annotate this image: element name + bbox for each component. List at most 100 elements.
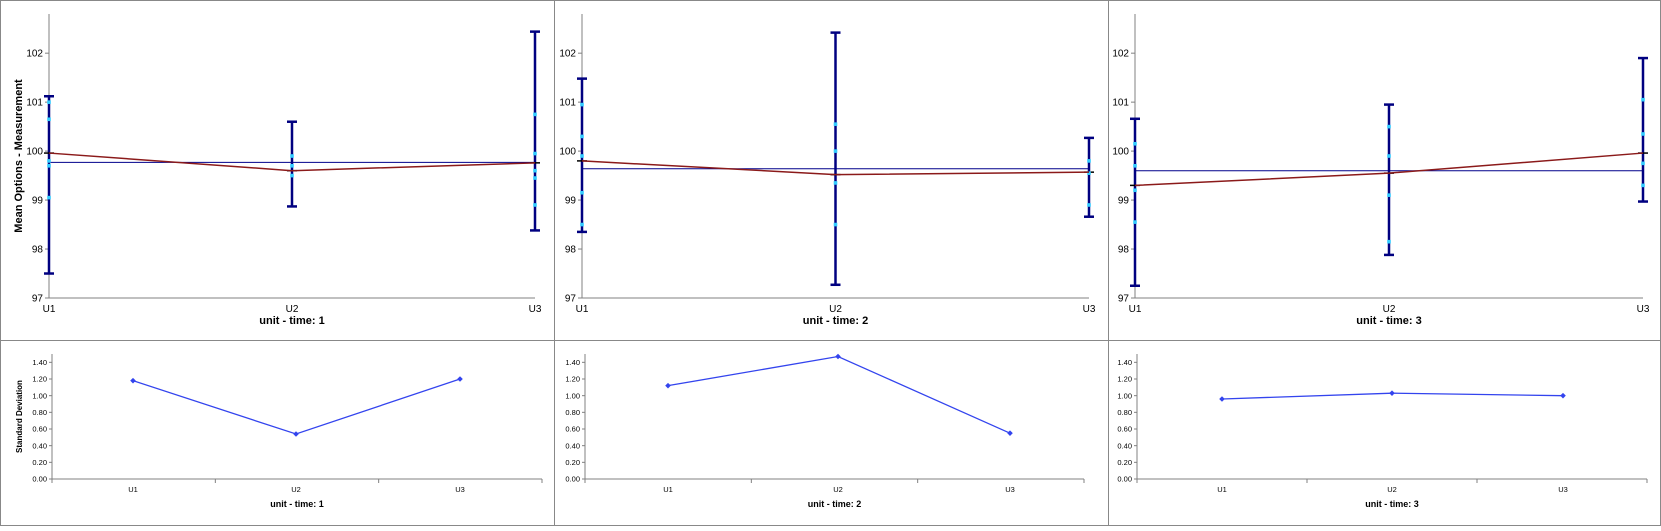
observation-point (1641, 132, 1645, 136)
observation-point (1133, 188, 1137, 193)
x-tick-label: U3 (1083, 304, 1096, 315)
y-tick-label: 98 (1118, 245, 1130, 256)
y-tick-label: 0.80 (565, 408, 580, 417)
observation-point (1641, 97, 1645, 102)
y-tick-label: 0.60 (1117, 425, 1132, 434)
chart-title: unit - time: 2 (808, 499, 862, 509)
y-axis-label: Mean Options - Measurement (13, 79, 25, 233)
observation-point (47, 163, 51, 168)
observation-point (1133, 163, 1137, 168)
observation-point (833, 181, 838, 185)
y-tick-label: 0.40 (565, 441, 580, 450)
stdev-point (1389, 390, 1395, 396)
y-tick-label: 1.20 (565, 375, 580, 384)
y-tick-label: 1.00 (32, 391, 47, 400)
mean-line (48, 152, 536, 172)
y-tick-label: 99 (1118, 196, 1130, 207)
y-tick-label: 98 (32, 245, 44, 256)
observation-point (533, 203, 537, 207)
stdev-point (130, 377, 136, 384)
y-tick-label: 1.40 (1117, 358, 1132, 367)
chart-title: unit - time: 2 (803, 315, 868, 327)
observation-point (290, 173, 294, 178)
observation-point (1087, 203, 1091, 207)
y-tick-label: 0.80 (32, 408, 47, 417)
x-tick-label: U3 (455, 485, 465, 494)
x-tick-label: U3 (1558, 485, 1568, 494)
y-tick-label: 0.20 (32, 458, 47, 467)
x-tick-label: U2 (829, 304, 842, 315)
stdev-point (457, 376, 463, 382)
y-tick-label: 0.20 (1117, 458, 1132, 467)
y-tick-label: 1.00 (1117, 391, 1132, 400)
y-tick-label: 101 (26, 98, 43, 109)
stdev-point (665, 382, 671, 389)
x-tick-label: U2 (286, 304, 299, 315)
x-tick-label: U3 (1637, 304, 1650, 315)
y-tick-label: 102 (559, 49, 576, 60)
y-tick-label: 1.20 (1117, 375, 1132, 384)
observation-point (1387, 154, 1391, 158)
x-tick-label: U1 (1129, 304, 1142, 315)
chart-title: unit - time: 1 (259, 315, 324, 327)
observation-point (47, 195, 51, 200)
x-tick-label: U2 (291, 485, 301, 494)
observation-point (580, 154, 584, 158)
chart-title: unit - time: 3 (1365, 499, 1419, 509)
observation-point (833, 222, 838, 227)
stdev-point (1219, 396, 1225, 402)
stdev-point (1560, 392, 1566, 399)
observation-point (47, 100, 51, 104)
x-tick-label: U3 (1005, 485, 1015, 494)
x-tick-label: U2 (833, 485, 843, 494)
y-tick-label: 101 (559, 98, 576, 109)
observation-point (1387, 239, 1391, 244)
y-tick-label: 98 (565, 245, 577, 256)
observation-point (47, 159, 51, 163)
y-tick-label: 97 (1118, 294, 1130, 305)
observation-point (580, 134, 584, 139)
y-tick-label: 1.20 (32, 375, 47, 384)
y-tick-label: 101 (1112, 98, 1129, 109)
y-tick-label: 0.20 (565, 458, 580, 467)
stdev-point (835, 353, 841, 360)
observation-point (833, 149, 838, 153)
y-axis-label: Standard Deviation (15, 380, 24, 453)
stdev-point (1007, 430, 1013, 436)
x-tick-label: U1 (1217, 485, 1227, 494)
observation-point (533, 151, 537, 156)
observation-point (47, 117, 51, 122)
x-tick-label: U2 (1387, 485, 1397, 494)
x-tick-label: U1 (128, 485, 138, 494)
observation-point (1641, 161, 1645, 166)
observation-point (1087, 159, 1091, 163)
observation-point (533, 168, 537, 173)
chart-title: unit - time: 1 (270, 499, 324, 509)
observation-point (533, 112, 537, 117)
observation-point (290, 154, 294, 158)
observation-point (1641, 183, 1645, 188)
observation-point (833, 122, 838, 126)
observation-point (1133, 141, 1137, 146)
stdev-point (293, 431, 299, 437)
chart-title: unit - time: 3 (1356, 315, 1421, 327)
y-tick-label: 102 (26, 49, 43, 60)
y-tick-label: 0.60 (32, 425, 47, 434)
x-tick-label: U1 (43, 304, 56, 315)
x-tick-label: U2 (1383, 304, 1396, 315)
observation-point (1387, 124, 1391, 129)
y-tick-label: 0.00 (32, 475, 47, 484)
y-tick-label: 1.40 (565, 358, 580, 367)
y-tick-label: 102 (1112, 49, 1129, 60)
observation-point (580, 222, 584, 227)
mean-line (1134, 152, 1644, 187)
y-tick-label: 0.00 (1117, 475, 1132, 484)
y-tick-label: 0.00 (565, 475, 580, 484)
observation-point (1387, 193, 1391, 197)
x-tick-label: U1 (663, 485, 673, 494)
observation-point (290, 163, 294, 168)
y-tick-label: 100 (559, 147, 576, 158)
y-tick-label: 97 (565, 294, 577, 305)
